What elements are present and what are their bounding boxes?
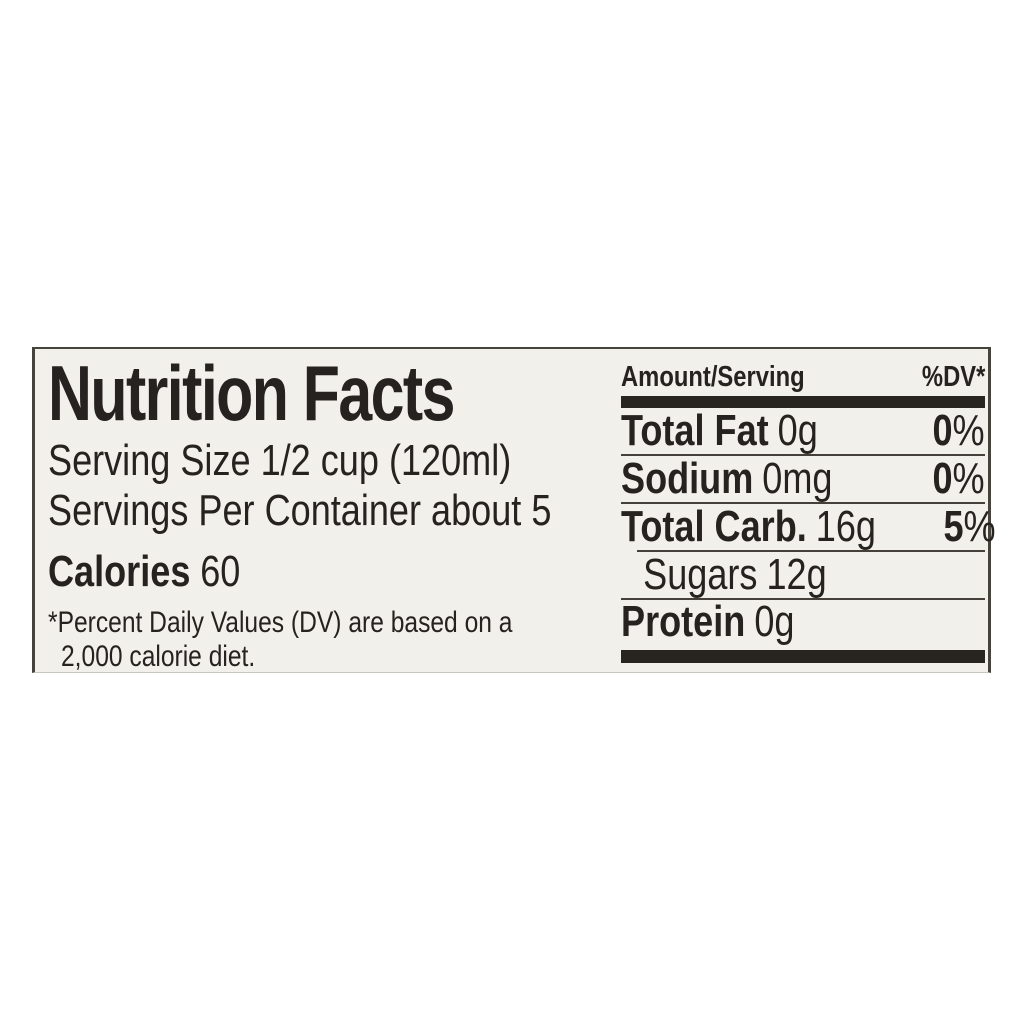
total-carb-divider: [637, 550, 985, 552]
serving-size: Serving Size 1/2 cup (120ml): [48, 436, 618, 486]
servings-per-container: Servings Per Container about 5: [48, 486, 618, 536]
total-fat-dv-value: 0: [932, 406, 953, 455]
calories-row: Calories 60: [48, 548, 618, 596]
sugars-name: Sugars: [643, 550, 758, 599]
total-fat-percent-sign: %: [952, 406, 985, 455]
total-carb-dv-value: 5: [943, 502, 964, 551]
row-total-fat: Total Fat 0g 0%: [621, 406, 985, 456]
protein-name: Protein: [621, 597, 746, 646]
total-fat-amount: 0g: [777, 406, 818, 455]
sodium-amount: 0mg: [762, 454, 833, 503]
amount-serving-table: Amount/Serving %DV* Total Fat 0g 0% Sodiu…: [621, 349, 996, 663]
sodium-percent-sign: %: [952, 454, 985, 503]
servings-per-container-text: Servings Per Container about 5: [48, 486, 552, 535]
total-carb-percent-sign: %: [963, 502, 996, 551]
row-sodium: Sodium 0mg 0%: [621, 454, 985, 504]
sugars-amount: 12g: [766, 550, 827, 599]
calories-value: 60: [200, 547, 241, 596]
sodium-dv-value: 0: [932, 454, 953, 503]
table-header: Amount/Serving %DV*: [621, 349, 985, 394]
label-left-column: Nutrition Facts Serving Size 1/2 cup (12…: [48, 349, 618, 674]
footnote-line-1: *Percent Daily Values (DV) are based on …: [48, 606, 513, 639]
total-fat-name: Total Fat: [621, 406, 769, 455]
nutrition-facts-title-text: Nutrition Facts: [48, 349, 455, 437]
nutrition-label: Nutrition Facts Serving Size 1/2 cup (12…: [32, 347, 996, 674]
row-protein: Protein 0g: [621, 597, 985, 646]
row-total-carb: Total Carb. 16g 5%: [621, 502, 996, 551]
thick-divider-bottom: [621, 650, 985, 663]
protein-amount: 0g: [754, 597, 795, 646]
row-sugars: Sugars 12g: [621, 550, 985, 600]
sodium-name: Sodium: [621, 454, 754, 503]
total-carb-name: Total Carb.: [621, 502, 807, 551]
total-carb-amount: 16g: [815, 502, 876, 551]
header-percent-dv-label: %DV*: [921, 361, 985, 393]
calories-label: Calories: [48, 547, 191, 596]
nutrition-facts-title: Nutrition Facts: [48, 349, 618, 437]
footnote-line-2: 2,000 calorie diet.: [61, 640, 256, 673]
header-amount-serving-label: Amount/Serving: [621, 361, 805, 393]
thick-divider-top: [621, 396, 985, 408]
serving-size-text: Serving Size 1/2 cup (120ml): [48, 436, 512, 485]
dv-footnote: *Percent Daily Values (DV) are based on …: [48, 606, 618, 674]
